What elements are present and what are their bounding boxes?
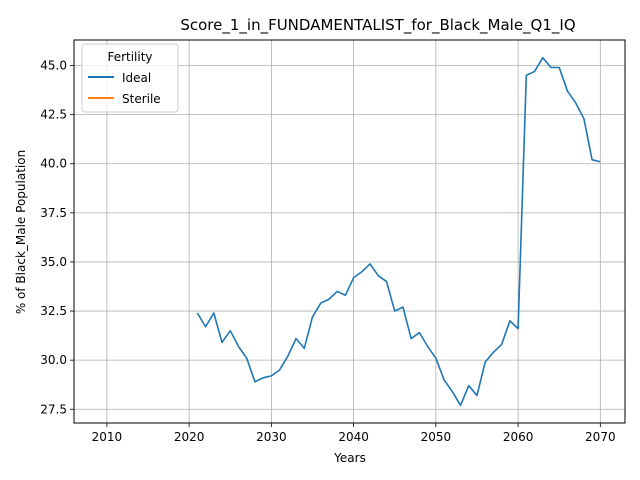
x-tick-label: 2040	[338, 430, 369, 444]
y-tick-label: 30.0	[40, 353, 67, 367]
y-axis-label: % of Black_Male Population	[14, 150, 28, 314]
legend-box	[81, 43, 179, 113]
chart-title: Score_1_in_FUNDAMENTALIST_for_Black_Male…	[180, 16, 575, 35]
y-tick-label: 37.5	[40, 206, 67, 220]
x-tick-label: 2050	[421, 430, 452, 444]
x-axis: 2010 2020 2030 2040 2050 2060 2070	[92, 423, 616, 444]
x-tick-label: 2010	[92, 430, 123, 444]
y-tick-label: 27.5	[40, 402, 67, 416]
y-tick-label: 35.0	[40, 255, 67, 269]
legend-label-sterile: Sterile	[122, 92, 161, 106]
x-tick-label: 2070	[585, 430, 616, 444]
grid-lines	[74, 40, 625, 423]
y-tick-label: 45.0	[40, 59, 67, 73]
y-axis: 27.5 30.0 32.5 35.0 37.5 40.0 42.5 45.0	[40, 59, 74, 416]
y-tick-label: 32.5	[40, 304, 67, 318]
series-line-ideal	[196, 56, 601, 407]
x-axis-label: Years	[333, 451, 366, 465]
y-tick-label: 40.0	[40, 157, 67, 171]
x-tick-label: 2020	[174, 430, 205, 444]
legend-label-ideal: Ideal	[122, 71, 151, 85]
x-tick-label: 2060	[503, 430, 534, 444]
y-tick-label: 42.5	[40, 108, 67, 122]
series-layer	[196, 56, 601, 407]
legend-title: Fertility	[107, 50, 152, 64]
x-tick-label: 2030	[256, 430, 287, 444]
legend: Fertility Ideal Sterile	[81, 43, 179, 113]
plot-frame	[73, 39, 626, 424]
